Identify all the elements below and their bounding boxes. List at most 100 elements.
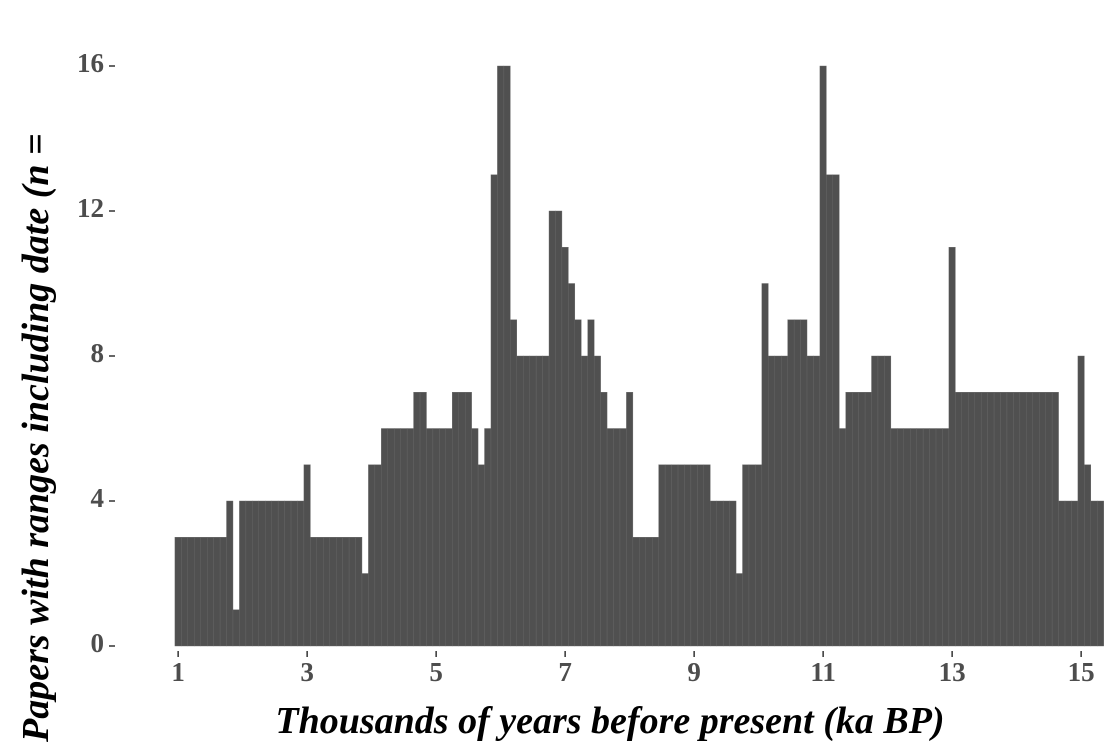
- bar: [722, 500, 730, 647]
- bar: [194, 537, 201, 647]
- bar: [323, 537, 330, 647]
- bar: [1064, 500, 1072, 647]
- bar: [755, 464, 763, 647]
- bar: [361, 573, 369, 647]
- bar: [761, 283, 769, 647]
- bar: [581, 355, 588, 647]
- bar: [1058, 500, 1066, 647]
- bar: [897, 428, 904, 647]
- bar: [406, 428, 414, 647]
- bar: [645, 537, 653, 647]
- bar: [606, 428, 614, 647]
- bar: [639, 537, 646, 647]
- x-tick-label: 3: [300, 657, 314, 687]
- bar: [400, 428, 408, 647]
- bar: [922, 428, 930, 647]
- x-tick-label: 5: [429, 657, 443, 687]
- bar: [303, 464, 311, 647]
- x-tick-label: 9: [687, 657, 701, 687]
- bar: [793, 319, 801, 647]
- bar: [497, 65, 505, 647]
- bar: [806, 355, 814, 647]
- bar: [961, 392, 969, 647]
- bar: [658, 464, 666, 647]
- bar: [464, 392, 472, 647]
- bar: [265, 500, 272, 647]
- bar: [987, 392, 995, 647]
- x-tick-label: 7: [558, 657, 572, 687]
- bar: [187, 537, 195, 647]
- bar: [252, 500, 259, 647]
- bar: [432, 428, 440, 647]
- bar: [548, 210, 556, 647]
- bar: [297, 500, 305, 647]
- bar: [413, 392, 421, 647]
- bar: [555, 210, 563, 647]
- bar: [181, 537, 189, 647]
- bar: [1032, 392, 1040, 647]
- bar: [903, 428, 911, 647]
- bar: [781, 355, 788, 647]
- bar: [484, 428, 492, 647]
- bar: [774, 355, 782, 647]
- bar: [890, 428, 898, 647]
- bar: [587, 319, 595, 647]
- y-tick-label: 16: [77, 48, 104, 78]
- bar: [1026, 392, 1033, 647]
- bar: [1084, 464, 1092, 647]
- x-tick-label: 1: [171, 657, 185, 687]
- bar: [277, 500, 285, 647]
- bar: [980, 392, 988, 647]
- bar: [1097, 500, 1104, 647]
- bar: [335, 537, 343, 647]
- bar: [787, 319, 795, 647]
- bar: [1071, 500, 1079, 647]
- bar: [1090, 500, 1098, 647]
- bar: [993, 392, 1001, 647]
- bar: [529, 355, 537, 647]
- bar: [1013, 392, 1021, 647]
- bar: [316, 537, 324, 647]
- bar: [239, 500, 247, 647]
- bar: [671, 464, 679, 647]
- bar: [394, 428, 401, 647]
- bar: [458, 392, 466, 647]
- bar: [206, 537, 214, 647]
- bar: [516, 355, 524, 647]
- bar: [613, 428, 621, 647]
- bar: [935, 428, 943, 647]
- bar: [471, 428, 479, 647]
- bar: [310, 537, 318, 647]
- bar: [600, 392, 608, 647]
- y-tick-label: 0: [91, 628, 105, 658]
- bar: [871, 355, 879, 647]
- y-tick-label: 8: [91, 338, 105, 368]
- y-tick-label: 4: [91, 483, 105, 513]
- bar: [568, 283, 576, 647]
- bar: [503, 65, 511, 647]
- y-tick-label: 12: [77, 193, 104, 223]
- x-tick-label: 11: [810, 657, 836, 687]
- bar: [490, 174, 498, 647]
- bar: [664, 464, 672, 647]
- bar: [1006, 392, 1014, 647]
- x-axis-title: Thousands of years before present (ka BP…: [275, 700, 944, 742]
- bar: [381, 428, 388, 647]
- bar: [968, 392, 975, 647]
- bar: [174, 537, 182, 647]
- y-axis-title: Papers with ranges including date (n =: [15, 133, 57, 743]
- bar: [851, 392, 859, 647]
- bar: [477, 464, 485, 647]
- bar: [342, 537, 350, 647]
- bar: [368, 464, 376, 647]
- bar: [800, 319, 808, 647]
- bar: [832, 174, 840, 647]
- bar: [561, 247, 569, 647]
- bar: [374, 464, 382, 647]
- bar: [742, 464, 750, 647]
- bar: [910, 428, 917, 647]
- bar: [955, 392, 963, 647]
- bar: [1000, 392, 1008, 647]
- bar: [684, 464, 692, 647]
